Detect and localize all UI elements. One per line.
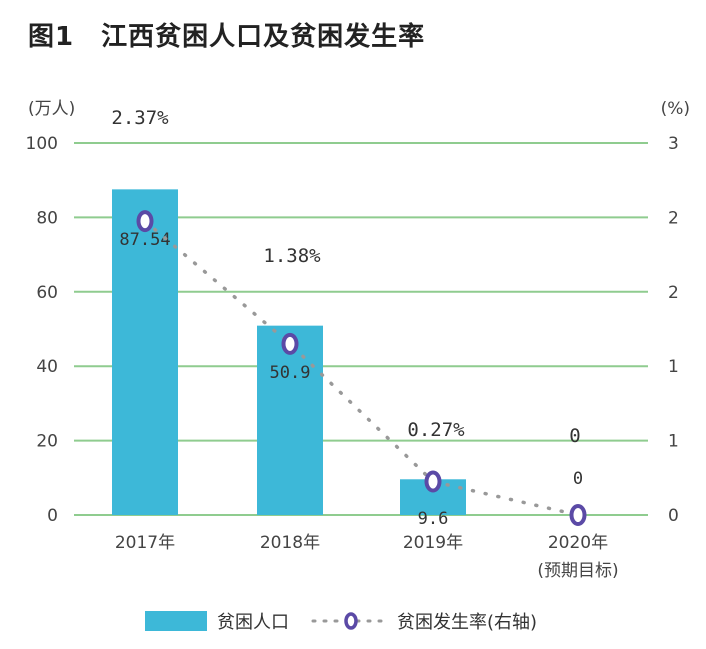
- bar: [112, 189, 178, 515]
- right-tick-label: 1: [668, 432, 679, 452]
- legend-line-label: 贫困发生率(右轴): [397, 612, 538, 633]
- bar: [257, 325, 323, 515]
- chart-plot: 0 0 20 1 40 1 60 2 80 2 100 3 (万人) (%) 87.54 50.9 9.6 0 2.…: [26, 99, 690, 581]
- right-axis-unit: (%): [661, 99, 690, 119]
- bar-value-label: 0: [573, 469, 583, 489]
- right-tick-label: 2: [668, 208, 679, 228]
- bar-value-label: 87.54: [119, 230, 170, 250]
- right-tick-label: 1: [668, 357, 679, 377]
- legend-line-swatch: [311, 612, 391, 630]
- legend-bar-label: 贫困人口: [217, 612, 289, 633]
- x-tick-label: 2018年: [260, 533, 320, 553]
- left-tick-label: 80: [36, 208, 58, 228]
- right-tick-label: 3: [668, 134, 679, 154]
- rate-value-label: 0.27%: [407, 419, 465, 441]
- left-tick-label: 0: [47, 506, 58, 526]
- left-tick-label: 20: [36, 432, 58, 452]
- x-tick-label: 2020年: [548, 533, 608, 553]
- left-tick-label: 60: [36, 283, 58, 303]
- rate-point: [424, 470, 442, 493]
- legend: 贫困人口 贫困发生率(右轴): [145, 606, 537, 636]
- x-tick-label: 2017年: [115, 533, 175, 553]
- left-tick-label: 100: [26, 134, 58, 154]
- rate-point: [569, 504, 587, 526]
- right-tick-label: 0: [668, 506, 679, 526]
- legend-bar-swatch: [145, 611, 207, 631]
- rate-value-label: 0: [569, 425, 580, 447]
- chart-title: 图1 江西贫困人口及贫困发生率: [28, 22, 426, 52]
- bar-value-label: 9.6: [418, 509, 449, 529]
- bar-value-label: 50.9: [270, 363, 311, 383]
- rate-value-label: 1.38%: [263, 245, 321, 267]
- left-axis-unit: (万人): [28, 99, 75, 119]
- x-tick-note: (预期目标): [537, 561, 618, 581]
- rate-point: [136, 210, 154, 233]
- right-tick-label: 2: [668, 283, 679, 303]
- left-tick-label: 40: [36, 357, 58, 377]
- rate-line: [143, 219, 580, 517]
- x-tick-label: 2019年: [403, 533, 463, 553]
- rate-value-label: 2.37%: [111, 107, 169, 129]
- rate-point: [281, 332, 299, 355]
